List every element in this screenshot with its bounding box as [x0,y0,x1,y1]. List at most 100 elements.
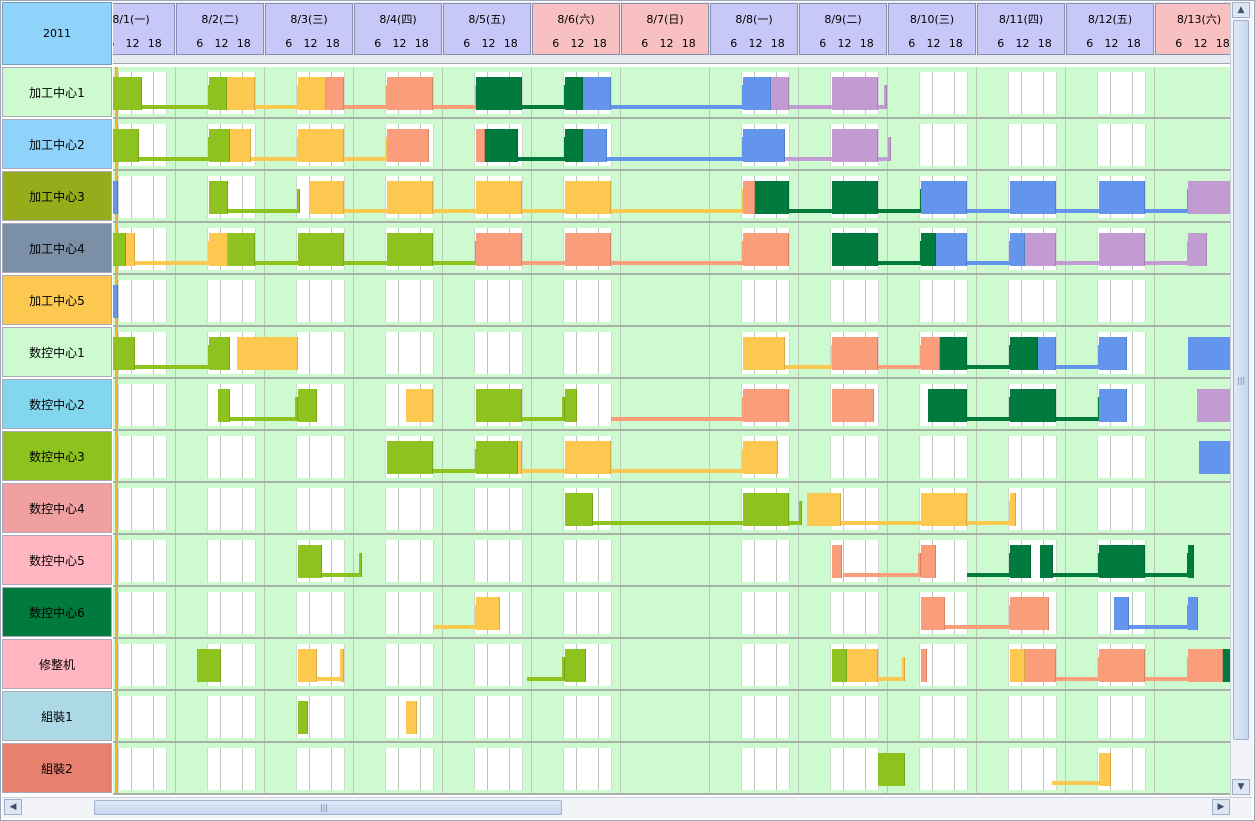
task-bar[interactable] [582,77,612,110]
task-bar[interactable] [113,337,135,370]
task-bar[interactable] [1098,649,1146,682]
task-bar[interactable] [1098,337,1128,370]
task-bar[interactable] [386,181,434,214]
task-bar[interactable] [208,129,231,162]
task-bar[interactable] [564,129,583,162]
task-bar[interactable] [920,545,936,578]
horizontal-scroll-thumb[interactable]: ||| [94,800,562,815]
task-bar[interactable] [564,389,578,422]
scroll-up-button[interactable]: ▲ [1232,2,1250,18]
task-bar[interactable] [878,753,905,786]
task-bar[interactable] [228,233,256,266]
task-bar[interactable] [920,649,928,682]
horizontal-scrollbar[interactable]: ◀ ||| ▶ [2,797,1252,818]
task-bar[interactable] [564,77,583,110]
resource-label[interactable]: 加工中心1 [2,67,112,117]
task-bar[interactable] [920,233,936,266]
task-bar[interactable] [755,181,790,214]
task-bar[interactable] [1098,233,1146,266]
task-bar[interactable] [1009,493,1017,526]
resource-label[interactable]: 加工中心4 [2,223,112,273]
resource-label[interactable]: 数控中心3 [2,431,112,481]
task-bar[interactable] [1009,233,1025,266]
task-bar[interactable] [1196,389,1230,422]
resource-label[interactable]: 組裝1 [2,691,112,741]
task-bar[interactable] [806,493,841,526]
resource-label[interactable]: 加工中心5 [2,275,112,325]
task-bar[interactable] [297,701,309,734]
task-bar[interactable] [1009,545,1032,578]
task-bar[interactable] [197,649,222,682]
task-bar[interactable] [1098,753,1112,786]
task-bar[interactable] [742,441,779,474]
task-bar[interactable] [1187,181,1230,214]
resource-label[interactable]: 数控中心1 [2,327,112,377]
vertical-scroll-thumb[interactable]: ||| [1233,20,1249,740]
resource-label[interactable]: 加工中心3 [2,171,112,221]
task-bar[interactable] [927,389,968,422]
task-bar[interactable] [1009,181,1057,214]
task-bar[interactable] [113,77,143,110]
task-bar[interactable] [484,129,518,162]
task-bar[interactable] [1038,337,1057,370]
task-bar[interactable] [831,129,879,162]
task-bar[interactable] [564,493,594,526]
task-bar[interactable] [126,233,135,266]
task-bar[interactable] [475,389,523,422]
task-bar[interactable] [386,233,434,266]
task-bar[interactable] [742,337,785,370]
task-bar[interactable] [113,129,140,162]
task-bar[interactable] [297,649,318,682]
task-bar[interactable] [831,649,847,682]
task-bar[interactable] [208,77,227,110]
task-bar[interactable] [475,129,485,162]
task-bar[interactable] [230,129,251,162]
task-bar[interactable] [1009,597,1049,630]
task-bar[interactable] [226,77,256,110]
resource-label[interactable]: 加工中心2 [2,119,112,169]
task-bar[interactable] [940,337,968,370]
task-bar[interactable] [475,233,523,266]
task-bar[interactable] [406,701,418,734]
scroll-right-button[interactable]: ▶ [1212,799,1230,815]
task-bar[interactable] [297,77,327,110]
task-bar[interactable] [742,493,790,526]
task-bar[interactable] [475,597,500,630]
task-bar[interactable] [208,337,231,370]
task-bar[interactable] [1040,545,1053,578]
task-bar[interactable] [920,597,945,630]
task-bar[interactable] [297,233,345,266]
task-bar[interactable] [1187,649,1224,682]
task-bar[interactable] [742,129,785,162]
scroll-left-button[interactable]: ◀ [4,799,22,815]
scroll-down-button[interactable]: ▼ [1232,779,1250,795]
task-bar[interactable] [386,77,434,110]
task-bar[interactable] [1009,337,1039,370]
task-bar[interactable] [1223,649,1230,682]
task-bar[interactable] [920,493,968,526]
task-bar[interactable] [1024,649,1057,682]
task-bar[interactable] [113,285,119,318]
task-bar[interactable] [1098,545,1146,578]
task-bar[interactable] [297,389,318,422]
task-bar[interactable] [564,181,612,214]
task-bar[interactable] [517,441,523,474]
task-bar[interactable] [217,389,231,422]
task-bar[interactable] [308,181,345,214]
task-bar[interactable] [339,649,345,682]
task-bar[interactable] [1187,597,1199,630]
task-bar[interactable] [564,441,612,474]
gantt-grid[interactable] [113,67,1230,795]
task-bar[interactable] [1198,441,1230,474]
task-bar[interactable] [1113,597,1130,630]
task-bar[interactable] [831,389,874,422]
resource-label[interactable]: 数控中心5 [2,535,112,585]
task-bar[interactable] [831,545,843,578]
task-bar[interactable] [1098,389,1128,422]
vertical-scrollbar[interactable]: ▲ ||| ▼ [1230,2,1253,797]
task-bar[interactable] [1187,545,1195,578]
task-bar[interactable] [742,77,772,110]
task-bar[interactable] [831,337,879,370]
task-bar[interactable] [1024,233,1057,266]
task-bar[interactable] [920,337,941,370]
